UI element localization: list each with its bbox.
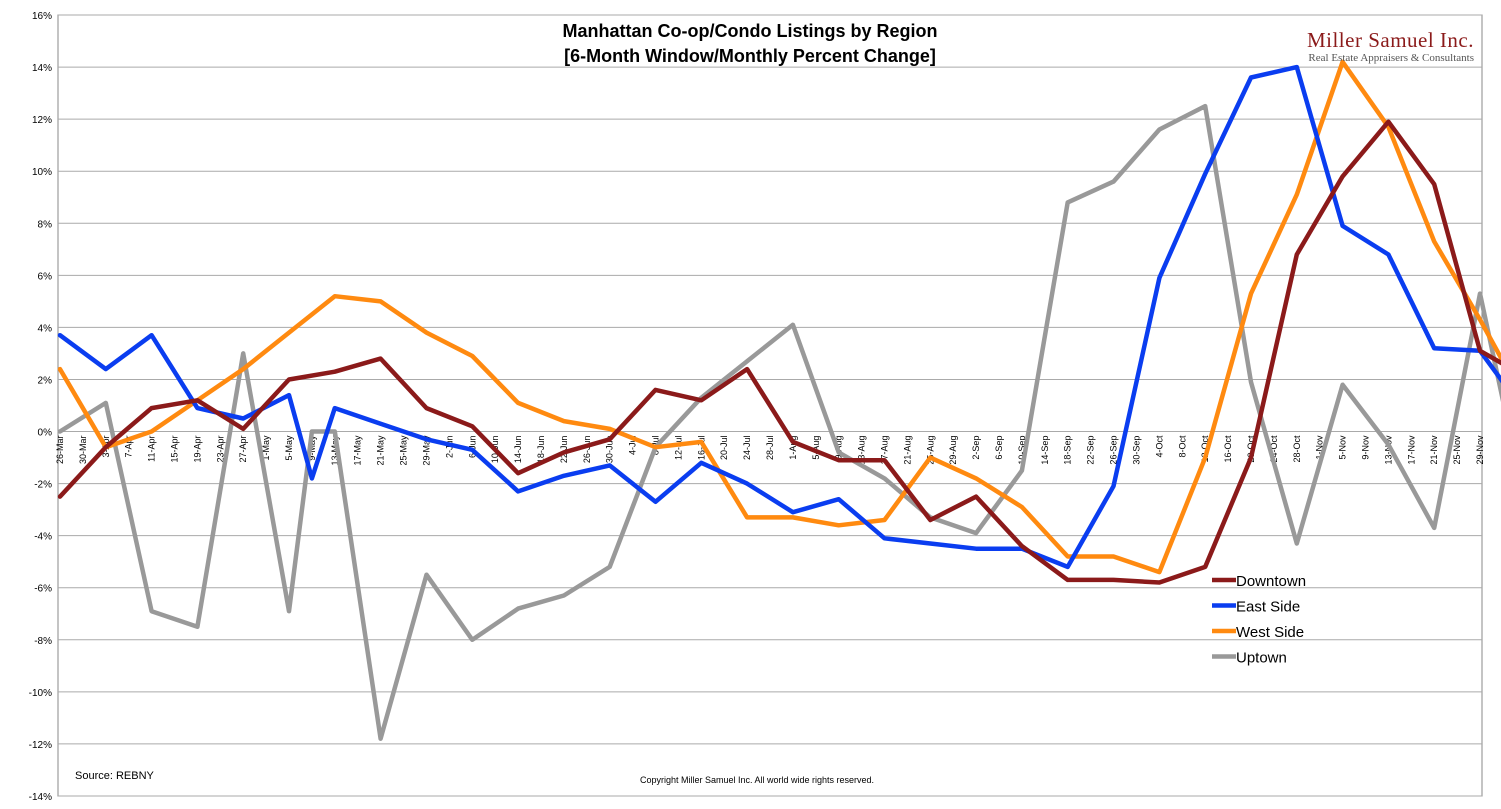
- y-tick-label: -12%: [29, 740, 52, 751]
- series-line-uptown: [57, 103, 1501, 741]
- legend-label: Uptown: [1236, 650, 1287, 667]
- x-tick-label: 5-Nov: [1338, 435, 1348, 460]
- x-tick-label: 20-Jul: [719, 436, 729, 461]
- y-tick-label: -10%: [29, 688, 52, 699]
- x-tick-label: 13-May: [330, 435, 340, 466]
- x-tick-label: 18-Sep: [1063, 436, 1073, 465]
- y-tick-label: 16%: [32, 11, 52, 22]
- x-tick-label: 8-Oct: [1177, 435, 1187, 458]
- x-tick-label: 1-Nov: [1315, 435, 1325, 460]
- x-tick-label: 16-Jul: [696, 436, 706, 461]
- x-tick-label: 26-Sep: [1109, 436, 1119, 465]
- y-tick-label: 0%: [38, 428, 53, 439]
- series-line-east-side: [57, 64, 1501, 570]
- x-tick-label: 30-Jun: [605, 436, 615, 464]
- x-tick-label: 26-Mar: [55, 436, 65, 465]
- x-tick-label: 24-Oct: [1269, 435, 1279, 463]
- y-axis-ticks: 16% 14% 12% 10% 8% 6% 4% 2% 0% -2% -4% -6% -8% -10% -1…: [29, 11, 52, 803]
- x-tick-label: 29-May: [421, 435, 431, 466]
- y-tick-label: 12%: [32, 115, 52, 126]
- x-tick-label: 17-May: [353, 435, 363, 466]
- x-tick-label: 14-Jun: [513, 436, 523, 464]
- legend: Downtown East Side West Side Uptown: [1212, 573, 1306, 667]
- x-tick-label: 18-Jun: [536, 436, 546, 464]
- legend-label: West Side: [1236, 624, 1304, 641]
- x-tick-label: 22-Jun: [559, 436, 569, 464]
- source-note: Source: REBNY: [75, 770, 155, 782]
- y-tick-label: 8%: [38, 219, 53, 230]
- y-tick-label: -2%: [34, 480, 52, 491]
- x-tick-label: 9-Nov: [1360, 435, 1370, 460]
- x-tick-label: 29-Aug: [948, 436, 958, 465]
- x-tick-label: 11-Apr: [147, 436, 157, 462]
- series-lines: [57, 59, 1501, 741]
- logo-main-text: Miller Samuel Inc.: [1307, 28, 1474, 52]
- x-tick-label: 25-May: [399, 435, 409, 466]
- x-tick-label: 21-Aug: [902, 436, 912, 465]
- x-tick-label: 5-May: [284, 435, 294, 461]
- x-tick-label: 22-Sep: [1086, 436, 1096, 465]
- x-tick-label: 29-Nov: [1475, 435, 1485, 465]
- x-tick-label: 5-Aug: [811, 436, 821, 460]
- y-tick-label: 14%: [32, 63, 52, 74]
- x-tick-label: 24-Jul: [742, 436, 752, 461]
- x-tick-label: 17-Nov: [1406, 435, 1416, 465]
- x-tick-label: 4-Jul: [628, 436, 638, 456]
- y-tick-label: 4%: [38, 323, 53, 334]
- x-tick-label: 25-Aug: [925, 436, 935, 465]
- grid-lines: [58, 14, 1482, 797]
- x-tick-label: 27-Apr: [238, 436, 248, 463]
- y-tick-label: -6%: [34, 584, 52, 595]
- copyright-note: Copyright Miller Samuel Inc. All world w…: [640, 775, 874, 785]
- logo-sub-text: Real Estate Appraisers & Consultants: [1308, 52, 1474, 64]
- x-tick-label: 28-Oct: [1292, 435, 1302, 463]
- x-tick-label: 12-Oct: [1200, 435, 1210, 463]
- y-tick-label: -8%: [34, 636, 52, 647]
- x-tick-label: 17-Aug: [880, 436, 890, 465]
- x-tick-label: 1-Aug: [788, 436, 798, 460]
- x-tick-label: 26-Jun: [582, 436, 592, 464]
- x-tick-label: 12-Jul: [673, 436, 683, 461]
- y-tick-label: -4%: [34, 532, 52, 543]
- x-tick-label: 6-Sep: [994, 436, 1004, 460]
- company-logo: Miller Samuel Inc. Real Estate Appraiser…: [1307, 28, 1474, 64]
- x-tick-label: 25-Nov: [1452, 435, 1462, 465]
- y-tick-label: 2%: [38, 375, 53, 386]
- x-tick-label: 4-Oct: [1154, 435, 1164, 458]
- x-tick-label: 23-Apr: [215, 436, 225, 463]
- legend-label: Downtown: [1236, 573, 1306, 590]
- chart-subtitle: [6-Month Window/Monthly Percent Change]: [564, 46, 936, 66]
- x-tick-label: 19-Apr: [192, 436, 202, 463]
- x-tick-label: 1-May: [261, 435, 271, 461]
- x-tick-label: 10-Sep: [1017, 436, 1027, 465]
- x-tick-label: 13-Nov: [1383, 435, 1393, 465]
- x-tick-label: 15-Apr: [170, 436, 180, 463]
- x-tick-label: 2-Sep: [971, 436, 981, 460]
- x-tick-label: 6-Jun: [467, 436, 477, 459]
- chart-title: Manhattan Co-op/Condo Listings by Region: [563, 21, 938, 41]
- x-tick-label: 21-Nov: [1429, 435, 1439, 465]
- x-tick-label: 13-Aug: [857, 436, 867, 465]
- x-tick-label: 14-Sep: [1040, 436, 1050, 465]
- x-tick-label: 21-May: [376, 435, 386, 466]
- x-tick-label: 28-Jul: [765, 436, 775, 461]
- y-tick-label: 6%: [38, 271, 53, 282]
- y-tick-label: -14%: [29, 792, 52, 803]
- x-tick-label: 30-Mar: [78, 436, 88, 465]
- x-tick-label: 7-Apr: [124, 436, 134, 458]
- x-tick-label: 16-Oct: [1223, 435, 1233, 463]
- series-line-west-side: [57, 59, 1501, 575]
- y-tick-label: 10%: [32, 167, 52, 178]
- x-tick-label: 30-Sep: [1131, 436, 1141, 465]
- series-line-downtown: [57, 119, 1501, 585]
- legend-label: East Side: [1236, 599, 1300, 616]
